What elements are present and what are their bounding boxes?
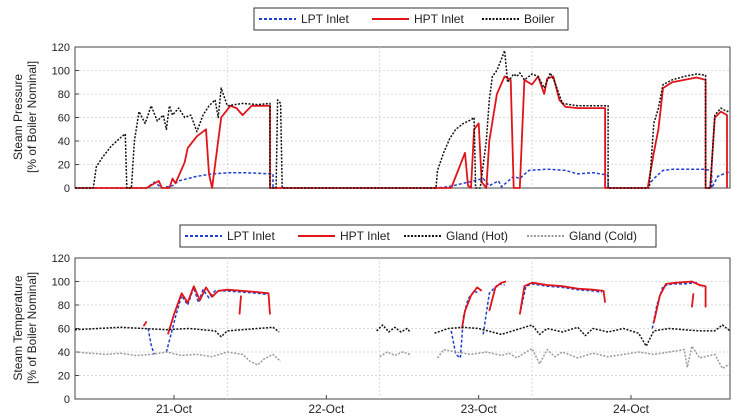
temperature-series-gland-hot <box>74 324 731 347</box>
pressure-ylabel-line1: Steam Pressure <box>11 74 25 160</box>
temperature-series <box>74 280 731 370</box>
pressure-legend-lpt: LPT Inlet <box>301 12 349 26</box>
pressure-y-tick-label-60: 60 <box>58 113 70 125</box>
temperature-ylabel-line2: [% of Boiler Nominal] <box>25 272 39 384</box>
pressure-series-hpt-inlet <box>75 75 728 189</box>
pressure-series <box>75 49 731 189</box>
temperature-y-tick-label-40: 40 <box>58 347 70 359</box>
pressure-series-boiler <box>75 49 731 189</box>
temperature-y-tick-label-60: 60 <box>58 324 70 336</box>
temperature-chart: 0 20 40 60 80 100 120 21-Oct 22-Oct 23-Oct 24-Oct… <box>11 224 731 416</box>
temperature-series-hpt-inlet <box>142 280 707 335</box>
pressure-series-lpt-inlet <box>75 168 731 189</box>
temperature-y-tick-label-100: 100 <box>52 277 70 289</box>
temperature-x-tick-label-21-oct: 21-Oct <box>156 402 193 416</box>
temperature-x-axis: 21-Oct 22-Oct 23-Oct 24-Oct <box>156 395 650 416</box>
temperature-legend-hpt: HPT Inlet <box>340 229 390 243</box>
temperature-y-axis: 0 20 40 60 80 100 120 <box>52 253 79 406</box>
pressure-y-tick-label-0: 0 <box>64 183 70 195</box>
temperature-y-tick-label-0: 0 <box>64 394 70 406</box>
pressure-y-tick-label-80: 80 <box>58 89 70 101</box>
temperature-y-tick-label-120: 120 <box>52 253 70 265</box>
pressure-legend-box <box>253 7 569 31</box>
temperature-x-tick-label-23-oct: 23-Oct <box>461 402 498 416</box>
pressure-legend: LPT Inlet HPT Inlet Boiler <box>253 7 569 31</box>
temperature-series-gland-cold <box>74 345 731 370</box>
pressure-ylabel-line2: [% of Boiler Nominal] <box>25 61 39 173</box>
pressure-y-tick-label-40: 40 <box>58 136 70 148</box>
temperature-legend-gland-cold: Gland (Cold) <box>569 229 637 243</box>
pressure-y-tick-label-120: 120 <box>52 42 70 54</box>
temperature-legend-lpt: LPT Inlet <box>227 229 275 243</box>
temperature-y-tick-label-80: 80 <box>58 300 70 312</box>
temperature-legend: LPT Inlet HPT Inlet Gland (Hot) Gland (C… <box>179 224 657 248</box>
pressure-legend-boiler: Boiler <box>524 12 555 26</box>
pressure-y-tick-label-100: 100 <box>52 66 70 78</box>
pressure-y-axis: 0 20 40 60 80 100 120 <box>52 42 79 195</box>
pressure-y-tick-label-20: 20 <box>58 160 70 172</box>
temperature-x-tick-label-24-oct: 24-Oct <box>613 402 650 416</box>
pressure-legend-hpt: HPT Inlet <box>414 12 464 26</box>
pressure-chart: 0 20 40 60 80 100 120 Steam Pressure [% of Boi… <box>11 7 731 195</box>
temperature-x-tick-label-22-oct: 22-Oct <box>308 402 345 416</box>
temperature-ylabel-line1: Steam Temperature <box>11 275 25 380</box>
temperature-y-tick-label-20: 20 <box>58 371 70 383</box>
temperature-legend-gland-hot: Gland (Hot) <box>446 229 508 243</box>
